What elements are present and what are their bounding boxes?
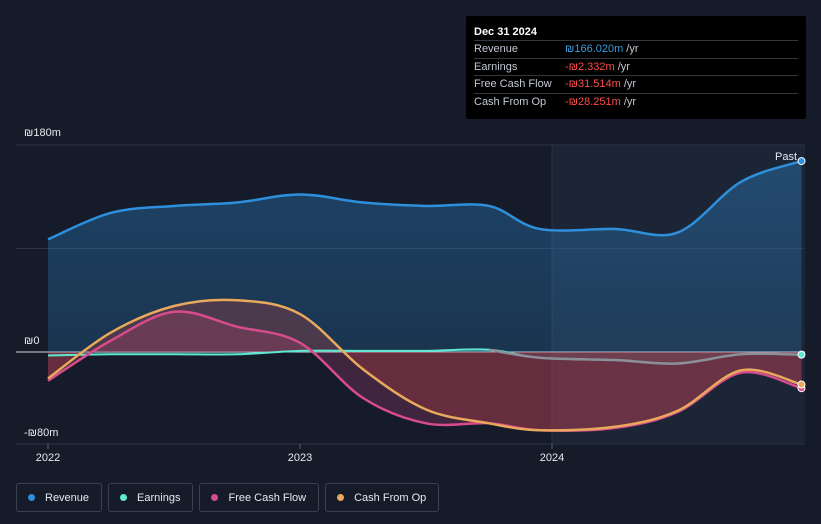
tooltip-unit: /yr: [623, 95, 637, 108]
tooltip-label: Revenue: [474, 43, 519, 56]
tooltip-value: -₪31.514m: [565, 78, 621, 91]
tooltip-unit: /yr: [617, 60, 630, 73]
x-tick-label: 2022: [36, 452, 60, 464]
legend-dot-icon: [337, 494, 345, 501]
legend-label: Revenue: [45, 491, 90, 504]
x-tick-label: 2023: [288, 452, 312, 464]
y-tick-label: ₪180m: [24, 127, 61, 139]
end-marker-cash-from-op: [797, 380, 806, 389]
legend-label: Free Cash Flow: [228, 491, 307, 504]
area-cash-from-op: [48, 299, 802, 431]
chart-tooltip: Dec 31 2024 Revenue ₪166.020m /yr Earnin…: [466, 16, 806, 119]
tooltip-label: Cash From Op: [474, 95, 547, 108]
legend-item-earnings[interactable]: Earnings: [108, 483, 194, 512]
chart-legend: Revenue Earnings Free Cash Flow Cash Fro…: [16, 483, 440, 512]
legend-item-free-cash-flow[interactable]: Free Cash Flow: [199, 483, 320, 512]
x-tick-label: 2024: [540, 452, 564, 464]
y-tick-label: -₪80m: [24, 427, 58, 439]
tooltip-row-free-cash-flow: Free Cash Flow -₪31.514m /yr: [474, 75, 798, 93]
end-marker-revenue: [797, 157, 806, 166]
area-free-cash-flow: [48, 311, 802, 431]
legend-item-cash-from-op[interactable]: Cash From Op: [325, 483, 440, 512]
line-cash-from-op: [47, 298, 802, 432]
line-earnings-past: [488, 348, 802, 365]
y-tick-label: ₪0: [24, 335, 39, 347]
legend-dot-icon: [28, 494, 35, 501]
tooltip-unit: /yr: [626, 43, 639, 56]
tooltip-date: Dec 31 2024: [474, 26, 537, 38]
tooltip-value: -₪28.251m: [565, 95, 621, 108]
line-revenue: [47, 159, 802, 241]
legend-item-revenue[interactable]: Revenue: [16, 483, 103, 512]
tooltip-row-cash-from-op: Cash From Op -₪28.251m /yr: [474, 92, 798, 111]
area-earnings: [48, 349, 802, 364]
end-marker-earnings: [797, 350, 806, 359]
past-label: Past: [775, 151, 797, 163]
tooltip-row-revenue: Revenue ₪166.020m /yr: [474, 40, 798, 58]
legend-label: Cash From Op: [354, 491, 427, 504]
tooltip-label: Earnings: [474, 60, 518, 73]
tooltip-value: ₪166.020m: [565, 43, 624, 56]
tooltip-label: Free Cash Flow: [474, 78, 552, 91]
area-revenue: [48, 161, 802, 352]
legend-dot-icon: [211, 494, 219, 501]
legend-label: Earnings: [137, 491, 181, 504]
tooltip-value: -₪2.332m: [565, 60, 615, 73]
legend-dot-icon: [120, 494, 128, 501]
tooltip-unit: /yr: [623, 78, 637, 91]
tooltip-row-earnings: Earnings -₪2.332m /yr: [474, 57, 798, 76]
